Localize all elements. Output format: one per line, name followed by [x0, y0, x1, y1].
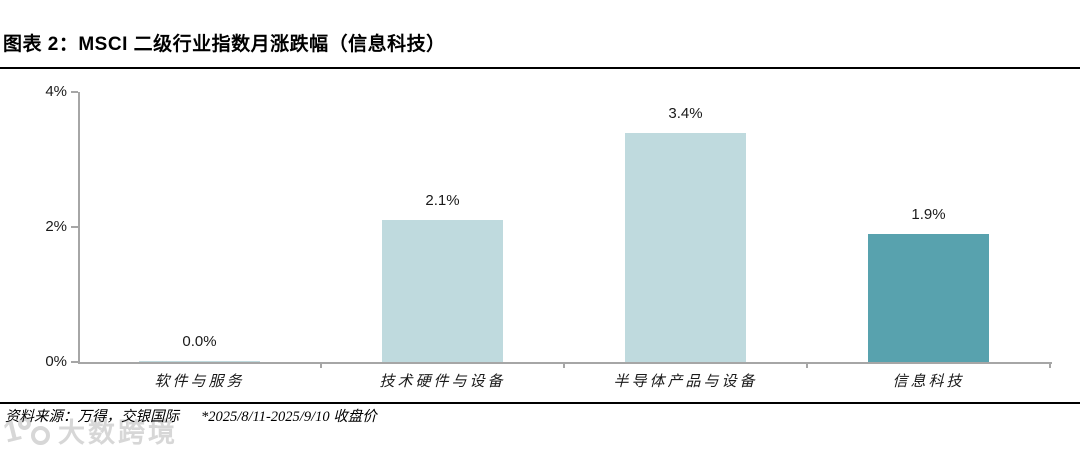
x-axis-tick	[806, 362, 808, 368]
x-axis-tick	[320, 362, 322, 368]
footer-divider-line	[0, 402, 1080, 404]
source-note: 资料来源：万得，交银国际 *2025/8/11-2025/9/10 收盘价	[5, 405, 377, 426]
bar	[382, 220, 503, 362]
bar-value-label: 3.4%	[668, 104, 703, 122]
watermark-text: 大数跨境	[58, 418, 178, 448]
chart-title: 图表 2：MSCI 二级行业指数月涨跌幅（信息科技）	[3, 34, 446, 55]
bar-value-label: 1.9%	[911, 205, 946, 223]
watermark: 大数跨境	[2, 417, 178, 449]
y-axis-tick	[71, 361, 78, 363]
x-axis-tick	[563, 362, 565, 368]
x-axis-tick	[1049, 362, 1051, 368]
title-divider-line	[0, 67, 1080, 69]
logo-100-icon	[2, 417, 54, 449]
date-range-note: *2025/8/11-2025/9/10 收盘价	[201, 409, 377, 425]
bar	[625, 132, 746, 362]
bar-value-label: 2.1%	[425, 192, 460, 210]
x-axis-line	[78, 362, 1052, 364]
x-category-label: 半导体产品与设备	[613, 374, 758, 390]
y-tick-label: 0%	[45, 353, 67, 370]
source-label: 资料来源：万得，交银国际	[5, 409, 179, 425]
y-tick-label: 2%	[45, 218, 67, 235]
y-axis-tick	[71, 226, 78, 228]
y-axis-tick	[71, 91, 78, 93]
bar-chart-plot-area: 0% 2% 4% 0.0% 软件与服务 2.1% 技术硬件与设备 3.4% 半导体产品与设备 1.…	[45, 83, 1052, 390]
x-category-label: 信息科技	[892, 374, 965, 390]
bar	[868, 233, 989, 362]
bar	[139, 360, 260, 362]
y-axis-line	[78, 92, 80, 362]
x-category-label: 软件与服务	[154, 374, 245, 390]
x-category-label: 技术硬件与设备	[379, 374, 506, 390]
y-tick-label: 4%	[45, 83, 67, 100]
bar-value-label: 0.0%	[182, 332, 217, 350]
